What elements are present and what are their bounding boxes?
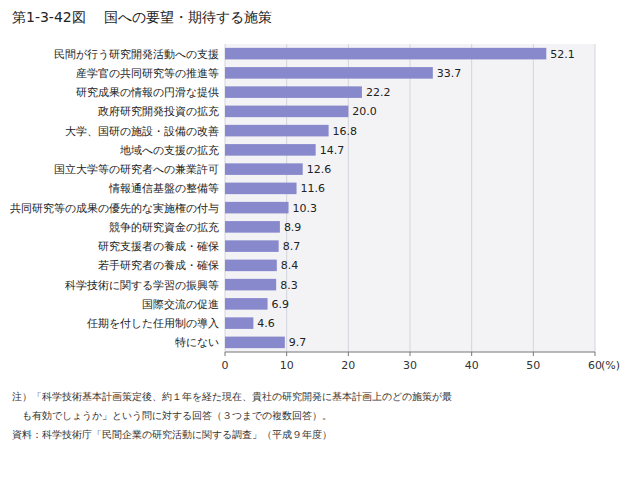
x-tick xyxy=(533,352,534,356)
data-label: 11.6 xyxy=(301,182,326,195)
note: 注）「科学技術基本計画策定後、約１年を経た現在、貴社の研究開発に基本計画上のどの… xyxy=(12,391,452,402)
bar xyxy=(225,48,546,60)
x-tick-label: 30 xyxy=(403,359,417,372)
plot-area xyxy=(225,44,595,352)
y-tick-label: 任期を付した任用制の導入 xyxy=(86,317,219,330)
x-tick xyxy=(410,352,411,356)
x-tick-label: 50 xyxy=(526,359,540,372)
y-tick-label: 政府研究開発投資の拡充 xyxy=(98,105,219,118)
y-tick-label: 情報通信基盤の整備等 xyxy=(108,182,219,195)
bar xyxy=(225,279,276,291)
y-tick-label: 国立大学等の研究者への兼業許可 xyxy=(54,163,219,176)
bar xyxy=(225,163,303,175)
data-label: 16.8 xyxy=(333,125,358,138)
grid-line xyxy=(595,44,596,352)
x-tick xyxy=(471,352,472,356)
bar xyxy=(225,183,297,195)
bar xyxy=(225,144,316,156)
x-tick-label: 10 xyxy=(280,359,294,372)
bar xyxy=(225,202,289,214)
x-axis-label: (%) xyxy=(601,359,620,372)
bars xyxy=(225,48,546,348)
data-label: 8.4 xyxy=(281,259,299,272)
y-tick-label: 国際交流の促進 xyxy=(142,298,219,311)
x-tick xyxy=(286,352,287,356)
data-label: 8.9 xyxy=(284,221,302,234)
x-axis xyxy=(225,352,595,353)
data-label: 6.9 xyxy=(272,298,290,311)
y-tick-label: 若手研究者の養成・確保 xyxy=(98,259,219,272)
y-tick-label: 科学技術に関する学習の振興等 xyxy=(65,279,219,292)
grid-line xyxy=(533,44,534,352)
bar xyxy=(225,221,280,233)
note: 資料：科学技術庁「民間企業の研究活動に関する調査」（平成９年度） xyxy=(12,429,332,440)
bar xyxy=(225,67,433,79)
bar xyxy=(225,240,279,252)
y-tick-label: 産学官の共同研究等の推進等 xyxy=(76,67,219,80)
bar xyxy=(225,337,285,349)
bar xyxy=(225,260,277,272)
bar xyxy=(225,86,362,98)
data-label: 8.7 xyxy=(283,240,301,253)
bar xyxy=(225,106,348,118)
x-tick xyxy=(225,352,226,356)
x-tick-label: 0 xyxy=(222,359,229,372)
data-label: 52.1 xyxy=(550,48,575,61)
chart: 第1-3-42図 国への要望・期待する施策 0 10 20 30 40 50 60 52.1 33… xyxy=(0,0,640,480)
x-tick-label: 60 xyxy=(588,359,602,372)
data-label: 20.0 xyxy=(352,105,377,118)
grid-line xyxy=(471,44,472,352)
grid-line xyxy=(410,44,411,352)
bar xyxy=(225,125,329,137)
y-tick-label: 民間が行う研究開発活動への支援 xyxy=(54,48,219,61)
data-label: 14.7 xyxy=(320,144,345,157)
y-tick-label: 地域への支援の拡充 xyxy=(119,144,219,157)
x-tick-label: 40 xyxy=(465,359,479,372)
data-label: 10.3 xyxy=(293,202,318,215)
x-tick-label: 20 xyxy=(341,359,355,372)
data-label: 22.2 xyxy=(366,86,391,99)
data-label: 9.7 xyxy=(289,336,307,349)
bar xyxy=(225,298,268,310)
y-tick-label: 特にない xyxy=(175,336,219,349)
x-grid xyxy=(225,44,595,352)
labels: 52.1 33.7 22.2 20.0 16.8 14.7 12.6 11.6 10.3 8.9 8… xyxy=(257,48,574,350)
data-label: 12.6 xyxy=(307,163,332,176)
y-tick-label: 共同研究等の成果の優先的な実施権の付与 xyxy=(10,202,219,215)
y-tick-label: 研究成果の情報の円滑な提供 xyxy=(76,86,219,99)
data-label: 8.3 xyxy=(280,279,298,292)
y-tick-label: 研究支援者の養成・確保 xyxy=(98,240,219,253)
x-tick xyxy=(348,352,349,356)
y-tick-label: 競争的研究資金の拡充 xyxy=(109,221,219,234)
data-label: 4.6 xyxy=(257,317,275,330)
bar xyxy=(225,317,253,329)
data-label: 33.7 xyxy=(437,67,462,80)
y-tick-label: 大学、国研の施設・設備の改善 xyxy=(65,125,219,138)
note: も有効でしょうか」という問に対する回答（３つまでの複数回答）。 xyxy=(12,410,332,421)
x-tick xyxy=(595,352,596,356)
title: 第1-3-42図 国への要望・期待する施策 xyxy=(12,9,272,25)
